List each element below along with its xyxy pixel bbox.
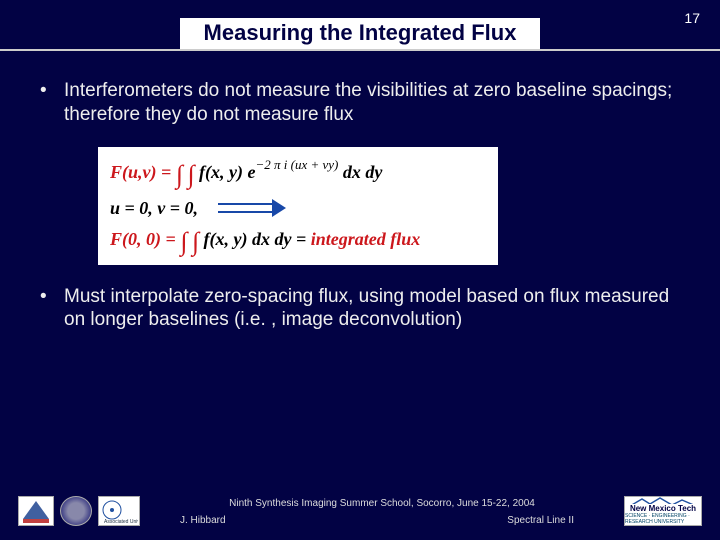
eq2: = [166,229,176,249]
footer-topic: Spectral Line II [507,515,574,526]
footer-logos-left: Associated Universities, Inc [18,496,140,526]
bullet-1: • Interferometers do not measure the vis… [40,79,680,127]
integral-4: ∫ [192,227,199,256]
bullet-1-text: Interferometers do not measure the visib… [64,79,680,127]
formula-row-1: F(u,v) = ∫ ∫ f(x, y) e−2 π i (ux + vy) d… [110,157,486,190]
bullet-2: • Must interpolate zero-spacing flux, us… [40,285,680,333]
integral-1: ∫ [176,160,183,189]
slide-title: Measuring the Integrated Flux [180,18,540,49]
bullet-dot: • [40,285,64,333]
formula-row-2: u = 0, v = 0, [110,198,486,219]
exponent-text: −2 π i (ux + vy) [256,157,339,172]
bullet-2-text: Must interpolate zero-spacing flux, usin… [64,285,680,333]
footer-author: J. Hibbard [180,515,226,526]
formula-condition: u = 0, v = 0, [110,198,198,219]
title-wrap: Measuring the Integrated Flux [0,0,720,51]
exp-e: e [248,162,256,182]
formula-lhs2: F(0, 0) [110,229,161,249]
integrand-fx-2: f(x, y) [204,229,248,249]
bullet-dot: • [40,79,64,127]
integrand-fx-1: f(x, y) [199,162,243,182]
aui-logo: Associated Universities, Inc [98,496,140,526]
footer-logos-right: New Mexico Tech SCIENCE · ENGINEERING · … [624,496,702,526]
content-area: • Interferometers do not measure the vis… [0,51,720,332]
nmt-logo: New Mexico Tech SCIENCE · ENGINEERING · … [624,496,702,526]
page-number: 17 [684,10,700,26]
nmt-logo-title: New Mexico Tech [630,504,696,513]
formula-result: integrated flux [311,229,421,249]
dxdy-2: dx dy [252,229,292,249]
integral-3: ∫ [180,227,187,256]
nmt-logo-sub: SCIENCE · ENGINEERING · RESEARCH UNIVERS… [625,513,701,525]
nrao-logo [18,496,54,526]
eq3: = [296,229,306,249]
footer: Associated Universities, Inc Ninth Synth… [0,496,720,540]
formula-lhs1: F(u,v) [110,162,157,182]
footer-center: Ninth Synthesis Imaging Summer School, S… [140,496,624,526]
formula-row-3: F(0, 0) = ∫ ∫ f(x, y) dx dy = integrated… [110,227,486,257]
svg-text:Associated Universities, Inc: Associated Universities, Inc [104,519,138,524]
integral-2: ∫ [187,160,194,189]
footer-event: Ninth Synthesis Imaging Summer School, S… [140,498,624,509]
formula-box: F(u,v) = ∫ ∫ f(x, y) e−2 π i (ux + vy) d… [98,147,498,265]
nsf-logo [60,496,92,526]
dxdy-1: dx dy [343,162,383,182]
right-arrow-icon [216,199,286,217]
eq: = [161,162,171,182]
footer-byline: J. Hibbard Spectral Line II [140,515,624,526]
